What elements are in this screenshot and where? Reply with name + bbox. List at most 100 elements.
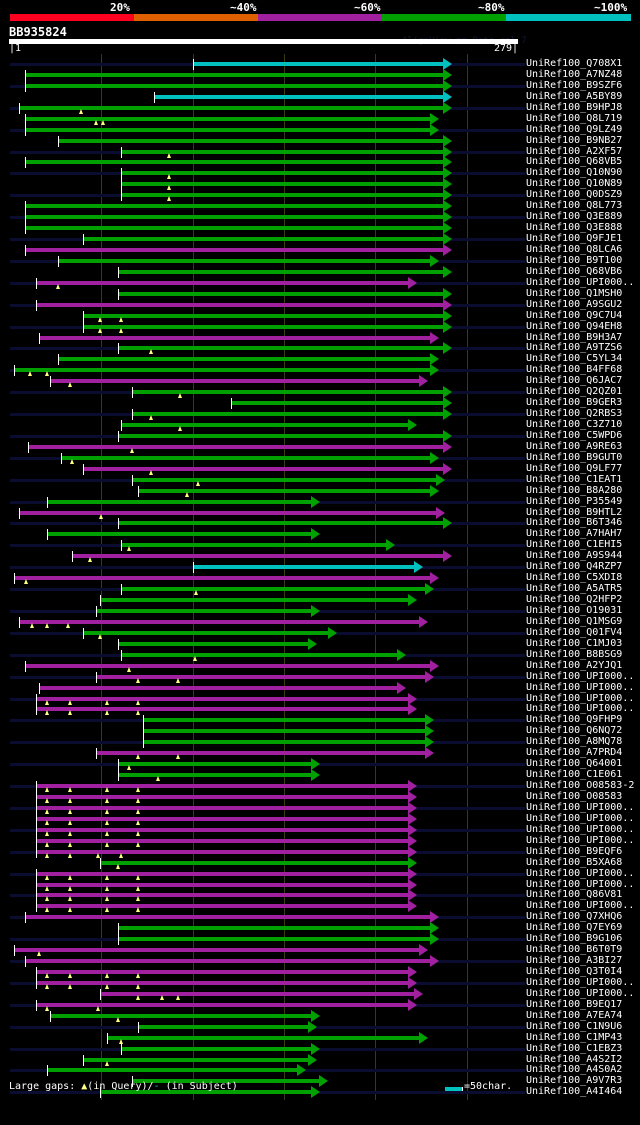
hit-label[interactable]: UniRef100_UPI000.. [526,801,635,813]
hit-label[interactable]: UniRef100_Q68VB5 [526,156,623,168]
hit-label[interactable]: UniRef100_A9SGU2 [526,298,623,310]
hit-label[interactable]: UniRef100_B6T0T9 [526,944,623,956]
hit-label[interactable]: UniRef100_UPI000.. [526,276,635,288]
hit-label[interactable]: UniRef100_C5WPD6 [526,429,623,441]
hit-label[interactable]: UniRef100_B9T100 [526,254,623,266]
hit-label[interactable]: UniRef100_C1MJ03 [526,637,623,649]
hit-label[interactable]: UniRef100_Q68VB6 [526,265,623,277]
hit-label[interactable]: UniRef100_B9G106 [526,933,623,945]
hit-label[interactable]: UniRef100_Q0DSZ9 [526,189,623,201]
hit-label[interactable]: UniRef100_A5BY89 [526,90,623,102]
hit-label[interactable]: UniRef100_UPI000.. [526,987,635,999]
hit-label[interactable]: UniRef100_Q9LF77 [526,462,623,474]
hit-label[interactable]: UniRef100_UPI000.. [526,692,635,704]
hit-label[interactable]: UniRef100_C1N9U6 [526,1020,623,1032]
hit-label[interactable]: UniRef100_B9NB27 [526,134,623,146]
hit-label[interactable]: UniRef100_A9S944 [526,550,623,562]
hit-label[interactable]: UniRef100_UPI000.. [526,670,635,682]
hit-label[interactable]: UniRef100_UPI000.. [526,867,635,879]
hit-label[interactable]: UniRef100_Q6NQ72 [526,725,623,737]
hit-label[interactable]: UniRef100_P35549 [526,495,623,507]
hit-label[interactable]: UniRef100_A5ATR5 [526,583,623,595]
hit-label[interactable]: UniRef100_A7EA74 [526,1009,623,1021]
hit-label[interactable]: UniRef100_B4FF68 [526,364,623,376]
hit-label[interactable]: UniRef100_A4I464 [526,1086,623,1098]
hit-label[interactable]: UniRef100_Q10N89 [526,178,623,190]
hit-label[interactable]: UniRef100_Q9LZ49 [526,123,623,135]
alignment-start-tick [35,791,37,803]
hit-label[interactable]: UniRef100_A9RE63 [526,440,623,452]
hit-label[interactable]: UniRef100_C1MP43 [526,1031,623,1043]
hit-label[interactable]: UniRef100_B9HTL2 [526,506,623,518]
hit-label[interactable]: UniRef100_B9H3A7 [526,331,623,343]
hit-label[interactable]: UniRef100_O19031 [526,605,623,616]
hit-label[interactable]: UniRef100_Q1MSG9 [526,615,623,627]
hit-label[interactable]: UniRef100_B9HPJ8 [526,101,623,113]
hit-label[interactable]: UniRef100_Q9FHP9 [526,714,623,726]
hit-label[interactable]: UniRef100_A4S0A2 [526,1064,623,1076]
hit-label[interactable]: UniRef100_A7NZ48 [526,68,623,80]
hit-label[interactable]: UniRef100_C1EBZ3 [526,1042,623,1054]
hit-label[interactable]: UniRef100_B9EQ17 [526,998,623,1010]
hit-label[interactable]: UniRef100_UPI000.. [526,703,635,715]
hit-label[interactable]: UniRef100_B9GER3 [526,397,623,409]
hit-label[interactable]: UniRef100_B8BSG9 [526,648,623,660]
hit-label[interactable]: UniRef100_Q10N90 [526,167,623,179]
hit-label[interactable]: UniRef100_A3BI27 [526,955,623,967]
hit-label[interactable]: UniRef100_Q3T0I4 [526,966,623,978]
hit-label[interactable]: UniRef100_Q1MSH0 [526,287,623,299]
hit-label[interactable]: UniRef100_UPI000.. [526,878,635,890]
hit-label[interactable]: UniRef100_B8A280 [526,484,623,496]
hit-label[interactable]: UniRef100_UPI000.. [526,900,635,912]
hit-label[interactable]: UniRef100_C5XDI8 [526,572,623,584]
alignment-bar [24,127,431,132]
hit-label[interactable]: UniRef100_C1EHI5 [526,539,623,551]
hit-label[interactable]: UniRef100_A2YJQ1 [526,659,623,671]
hit-label[interactable]: UniRef100_B9SZF6 [526,79,623,91]
hit-label[interactable]: UniRef100_A9V7R3 [526,1075,623,1087]
hit-label[interactable]: UniRef100_O08583 [526,790,623,802]
hit-label[interactable]: UniRef100_A9TZS6 [526,342,623,354]
hit-label[interactable]: UniRef100_Q2QZ01 [526,386,623,398]
hit-label[interactable]: UniRef100_A7HAH7 [526,528,623,540]
hit-label[interactable]: UniRef100_C1E061 [526,769,623,781]
hit-label[interactable]: UniRef100_Q8LCA6 [526,243,623,255]
hit-label[interactable]: UniRef100_Q9C7U4 [526,309,623,321]
hit-label[interactable]: UniRef100_Q8L719 [526,112,623,124]
query-gap-icon [44,819,49,825]
hit-label[interactable]: UniRef100_Q9FJE1 [526,233,623,245]
hit-label[interactable]: UniRef100_Q7EY69 [526,922,623,934]
hit-label[interactable]: UniRef100_Q01FV4 [526,626,623,638]
hit-label[interactable]: UniRef100_Q3E889 [526,211,623,223]
hit-label[interactable]: UniRef100_C1EAT1 [526,473,623,485]
hit-label[interactable]: UniRef100_Q2HFP2 [526,594,623,606]
hit-label[interactable]: UniRef100_UPI000.. [526,834,635,846]
hit-label[interactable]: UniRef100_Q3E888 [526,222,623,234]
hit-label[interactable]: UniRef100_B5XA68 [526,856,623,868]
hit-label[interactable]: UniRef100_Q2RBS3 [526,408,623,420]
hit-label[interactable]: UniRef100_Q4RZP7 [526,561,623,573]
hit-label[interactable]: UniRef100_B9GUT0 [526,451,623,463]
hit-label[interactable]: UniRef100_A4S2I2 [526,1053,623,1065]
hit-label[interactable]: UniRef100_A2XF57 [526,145,623,157]
hit-label[interactable]: UniRef100_B6T346 [526,517,623,529]
hit-label[interactable]: UniRef100_Q708X1 [526,58,623,69]
hit-label[interactable]: UniRef100_Q8L773 [526,200,623,212]
hit-label[interactable]: UniRef100_A8MQ78 [526,736,623,748]
hit-label[interactable]: UniRef100_UPI000.. [526,681,635,693]
hit-label[interactable]: UniRef100_C3Z710 [526,419,623,431]
hit-label[interactable]: UniRef100_Q64001 [526,758,623,770]
hit-label[interactable]: UniRef100_UPI000.. [526,823,635,835]
alignment-start-tick [231,398,233,410]
hit-label[interactable]: UniRef100_Q86V81 [526,889,623,901]
hit-label[interactable]: UniRef100_A7PRD4 [526,747,623,759]
alignment-bar [192,62,443,66]
hit-label[interactable]: UniRef100_UPI000.. [526,976,635,988]
hit-label[interactable]: UniRef100_O08583-2 [526,780,635,792]
hit-label[interactable]: UniRef100_Q7XHQ6 [526,911,623,923]
hit-label[interactable]: UniRef100_UPI000.. [526,812,635,824]
hit-label[interactable]: UniRef100_Q94EH8 [526,320,623,332]
hit-label[interactable]: UniRef100_C5YL34 [526,353,623,365]
hit-label[interactable]: UniRef100_B9EQF6 [526,845,623,857]
hit-label[interactable]: UniRef100_Q6JAC7 [526,375,623,387]
